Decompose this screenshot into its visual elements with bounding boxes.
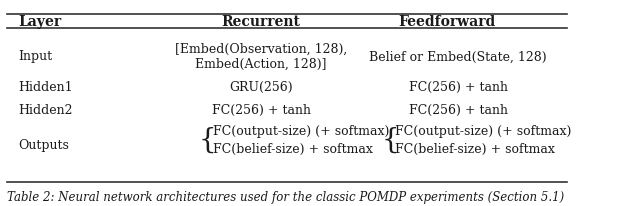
Text: FC(belief-size) + softmax: FC(belief-size) + softmax bbox=[212, 143, 372, 156]
Text: {: { bbox=[381, 127, 399, 154]
Text: [Embed(Observation, 128),
Embed(Action, 128)]: [Embed(Observation, 128), Embed(Action, … bbox=[175, 43, 348, 71]
Text: FC(output-size) (+ softmax): FC(output-size) (+ softmax) bbox=[396, 125, 572, 138]
Text: FC(belief-size) + softmax: FC(belief-size) + softmax bbox=[396, 143, 556, 156]
Text: FC(256) + tanh: FC(256) + tanh bbox=[212, 104, 310, 117]
Text: Hidden2: Hidden2 bbox=[19, 104, 73, 117]
Text: Feedforward: Feedforward bbox=[398, 15, 495, 29]
Text: Table 2: Neural network architectures used for the classic POMDP experiments (Se: Table 2: Neural network architectures us… bbox=[7, 191, 564, 204]
Text: {: { bbox=[198, 127, 216, 154]
Text: Recurrent: Recurrent bbox=[222, 15, 301, 29]
Text: GRU(256): GRU(256) bbox=[229, 81, 293, 94]
Text: FC(256) + tanh: FC(256) + tanh bbox=[409, 104, 508, 117]
Text: FC(output-size) (+ softmax): FC(output-size) (+ softmax) bbox=[212, 125, 389, 138]
Text: Input: Input bbox=[19, 50, 52, 63]
Text: FC(256) + tanh: FC(256) + tanh bbox=[409, 81, 508, 94]
Text: Outputs: Outputs bbox=[19, 139, 69, 152]
Text: Hidden1: Hidden1 bbox=[19, 81, 73, 94]
Text: Belief or Embed(State, 128): Belief or Embed(State, 128) bbox=[369, 50, 547, 63]
Text: Layer: Layer bbox=[19, 15, 61, 29]
